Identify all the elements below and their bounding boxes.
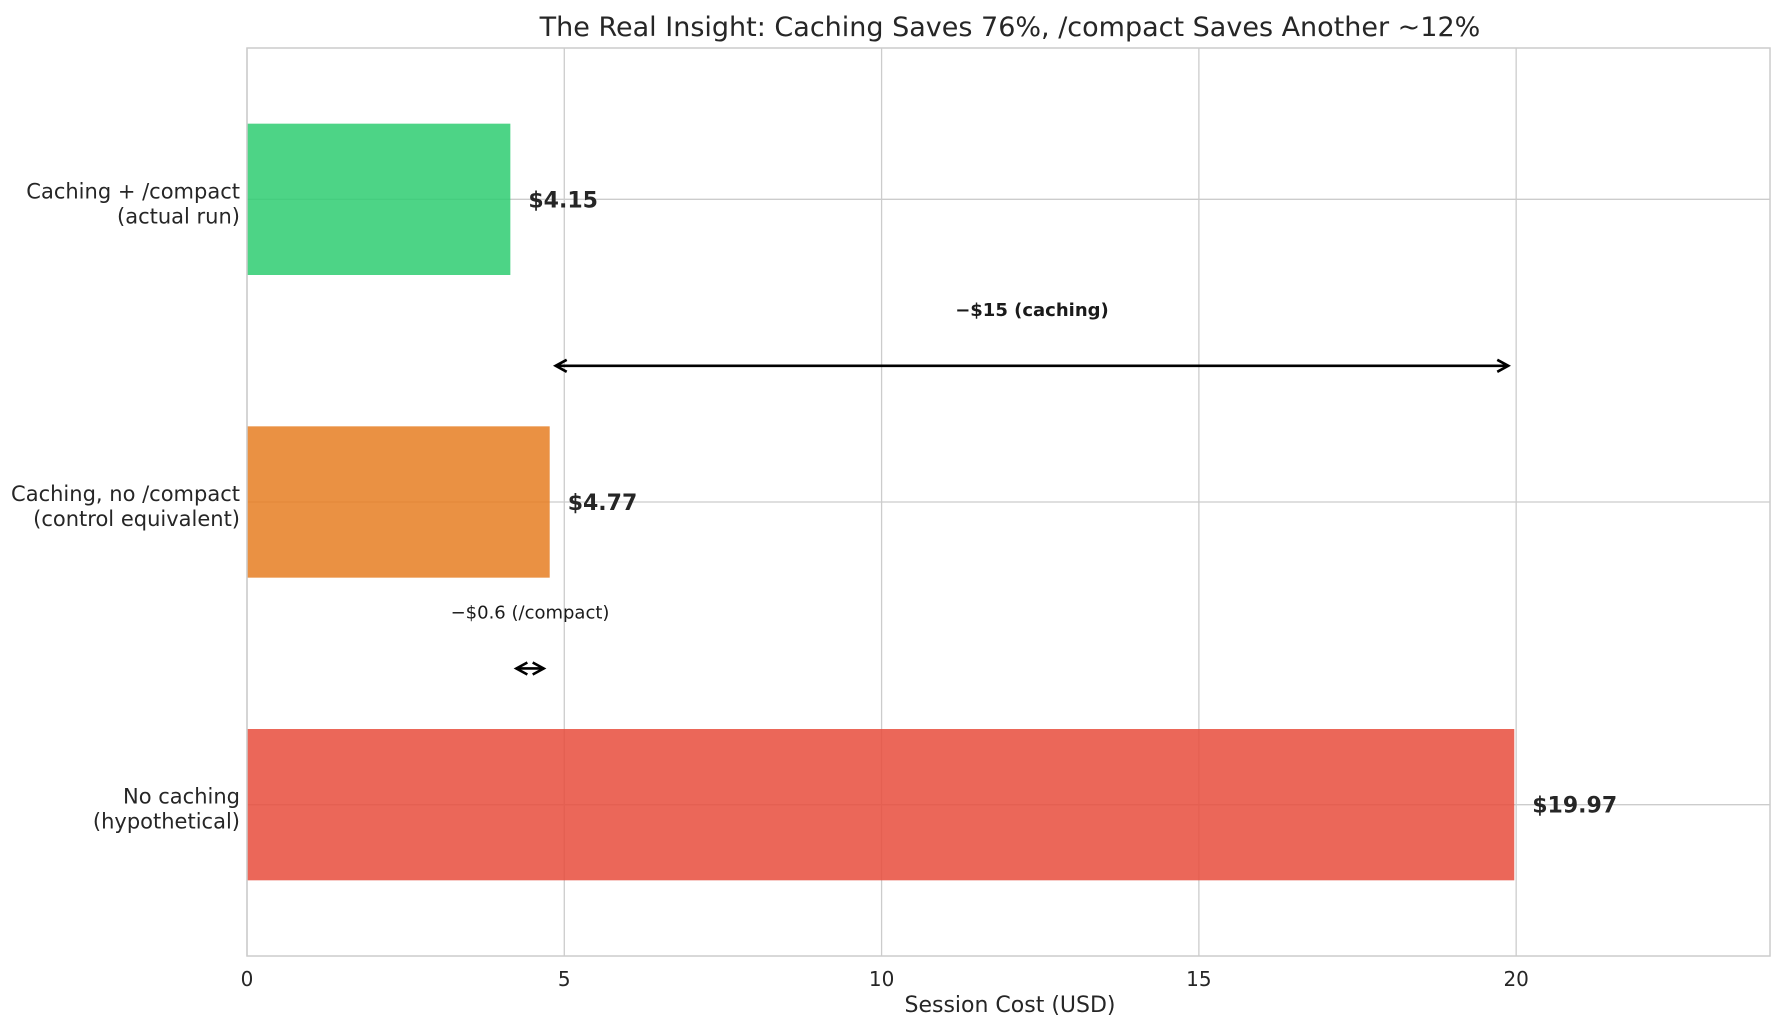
bar xyxy=(247,426,550,578)
bar xyxy=(247,729,1515,881)
category-label: Caching, no /compact (control equivalent) xyxy=(11,482,240,531)
category-label-line: Caching, no /compact xyxy=(11,482,240,506)
bar-value-label: $19.97 xyxy=(1532,794,1617,819)
category-labels: Caching + /compact (actual run) Caching, n… xyxy=(11,179,240,833)
x-tick-labels: 0 5 10 15 20 xyxy=(241,967,1529,991)
bar-value-label: $4.77 xyxy=(568,491,638,516)
category-label-line: (actual run) xyxy=(117,204,240,228)
category-label-line: No caching xyxy=(123,785,240,809)
category-label-line: (control equivalent) xyxy=(33,507,240,531)
annotation-label: −$15 (caching) xyxy=(955,300,1109,321)
x-tick-label: 5 xyxy=(558,967,571,991)
annotation-arrowhead-right xyxy=(532,661,547,676)
bars xyxy=(247,123,1515,881)
annotation-arrowhead-left xyxy=(552,358,568,373)
x-tick-label: 10 xyxy=(869,967,894,991)
chart-title: The Real Insight: Caching Saves 76%, /co… xyxy=(539,12,1481,43)
x-axis-label: Session Cost (USD) xyxy=(904,993,1115,1018)
value-labels: $4.15 $4.77 $19.97 xyxy=(528,188,1617,818)
plot-frame xyxy=(246,47,1771,957)
annotation-arrowhead-right xyxy=(1496,358,1511,373)
bar-value-label: $4.15 xyxy=(528,188,598,213)
bar xyxy=(247,123,511,276)
annotation-arrowhead-left xyxy=(513,661,528,676)
category-label: No caching (hypothetical) xyxy=(93,785,240,834)
x-tick-label: 20 xyxy=(1503,967,1528,991)
category-label-line: Caching + /compact xyxy=(26,179,240,203)
annotation-label: −$0.6 (/compact) xyxy=(451,602,610,623)
x-tick-label: 15 xyxy=(1186,967,1211,991)
category-label: Caching + /compact (actual run) xyxy=(26,179,240,228)
annotations: −$15 (caching) −$0.6 (/compact) xyxy=(451,300,1511,676)
x-tick-label: 0 xyxy=(241,967,254,991)
category-label-line: (hypothetical) xyxy=(93,810,240,834)
